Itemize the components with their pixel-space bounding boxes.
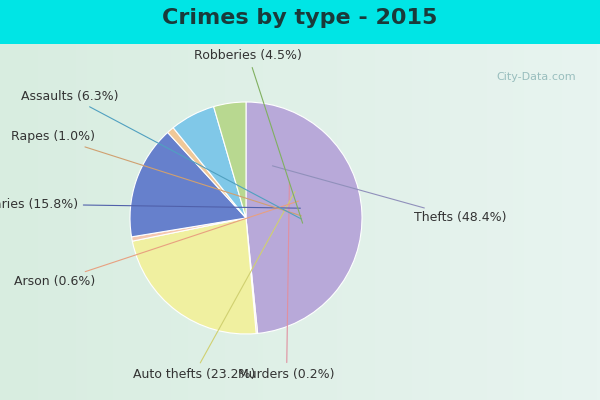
Wedge shape — [167, 128, 246, 218]
Text: Robberies (4.5%): Robberies (4.5%) — [194, 49, 302, 223]
Wedge shape — [131, 218, 246, 241]
Text: Auto thefts (23.2%): Auto thefts (23.2%) — [133, 192, 295, 381]
Text: Arson (0.6%): Arson (0.6%) — [14, 201, 299, 288]
Wedge shape — [214, 102, 246, 218]
Text: Murders (0.2%): Murders (0.2%) — [238, 182, 335, 381]
Text: Burglaries (15.8%): Burglaries (15.8%) — [0, 198, 301, 210]
Wedge shape — [246, 218, 257, 334]
Text: Thefts (48.4%): Thefts (48.4%) — [272, 166, 506, 224]
Wedge shape — [133, 218, 256, 334]
Text: Rapes (1.0%): Rapes (1.0%) — [11, 130, 301, 216]
Wedge shape — [130, 132, 246, 237]
Wedge shape — [246, 102, 362, 334]
Text: Assaults (6.3%): Assaults (6.3%) — [21, 90, 301, 219]
Text: Crimes by type - 2015: Crimes by type - 2015 — [163, 8, 437, 28]
Wedge shape — [173, 107, 246, 218]
Text: City-Data.com: City-Data.com — [496, 72, 576, 82]
